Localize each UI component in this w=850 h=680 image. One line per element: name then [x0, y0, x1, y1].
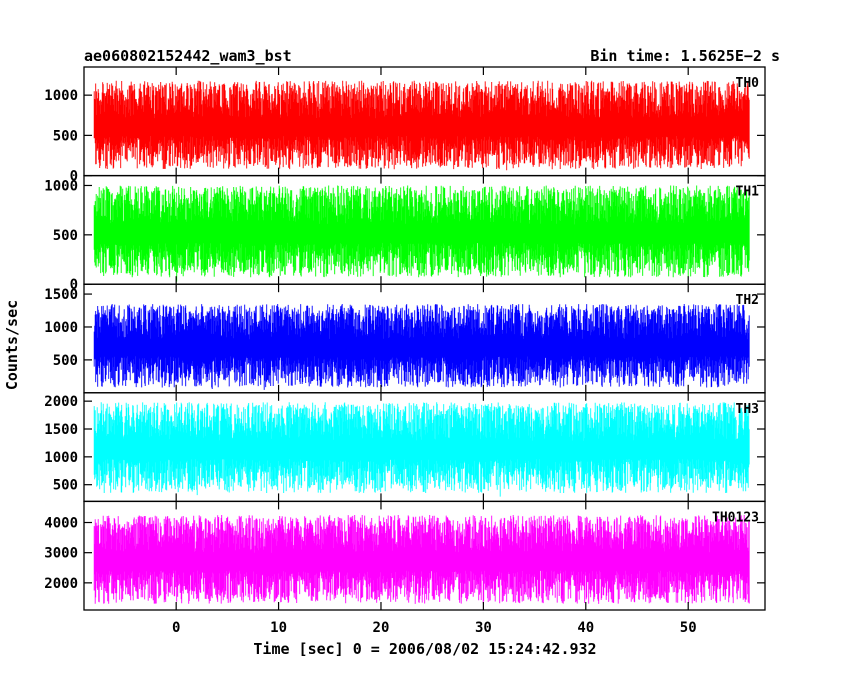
- bin-time-label: Bin time: 1.5625E−2 s: [590, 47, 780, 65]
- x-tick-label: 40: [577, 620, 594, 636]
- series-line-th3: [93, 402, 750, 497]
- y-tick-label: 500: [53, 128, 78, 144]
- x-tick-label: 0: [172, 620, 180, 636]
- x-tick-label: 10: [270, 620, 287, 636]
- y-tick-label: 0: [70, 277, 78, 293]
- y-tick-label: 1000: [44, 88, 78, 104]
- panel-th0: 0 500 1000 TH0: [44, 66, 766, 185]
- panel-th1: 0 500 1000 TH1: [44, 174, 766, 293]
- y-tick-label: 2000: [44, 576, 78, 592]
- panel-label-th0123: TH0123: [712, 510, 759, 525]
- panel-label-th3: TH3: [736, 402, 759, 417]
- y-tick-label: 500: [53, 478, 78, 494]
- x-axis-label: Time [sec] 0 = 2006/08/02 15:24:42.932: [253, 640, 596, 658]
- y-tick-label: 1500: [44, 287, 78, 303]
- series-line-th0: [93, 80, 750, 171]
- panel-th3: 500 1000 1500 2000 TH3: [44, 392, 766, 503]
- y-tick-label: 4000: [44, 516, 78, 532]
- series-line-th0123: [93, 515, 750, 604]
- y-tick-label: 1500: [44, 422, 78, 438]
- y-tick-label: 1000: [44, 450, 78, 466]
- series-line-th1: [93, 185, 750, 282]
- panel-th0123: 2000 3000 4000 TH0123: [44, 500, 766, 611]
- panel-label-th2: TH2: [736, 293, 759, 308]
- x-tick-label: 50: [680, 620, 697, 636]
- panel-label-th0: TH0: [736, 76, 760, 91]
- y-tick-label: 2000: [44, 394, 78, 410]
- y-tick-label: 500: [53, 353, 78, 369]
- panel-th2: 500 1000 1500 TH2: [44, 283, 766, 394]
- y-tick-label: 1000: [44, 320, 78, 336]
- chart-title: ae060802152442_wam3_bst: [84, 47, 292, 65]
- x-tick-label: 20: [373, 620, 390, 636]
- panel-frame: [83, 500, 766, 611]
- panel-label-th1: TH1: [736, 185, 760, 200]
- y-tick-label: 500: [53, 228, 78, 244]
- y-tick-label: 3000: [44, 546, 78, 562]
- x-tick-label: 30: [475, 620, 492, 636]
- y-tick-label: 1000: [44, 178, 78, 194]
- y-tick-label: 0: [70, 169, 78, 185]
- y-axis-label: Counts/sec: [3, 300, 21, 390]
- series-line-th2: [93, 304, 750, 390]
